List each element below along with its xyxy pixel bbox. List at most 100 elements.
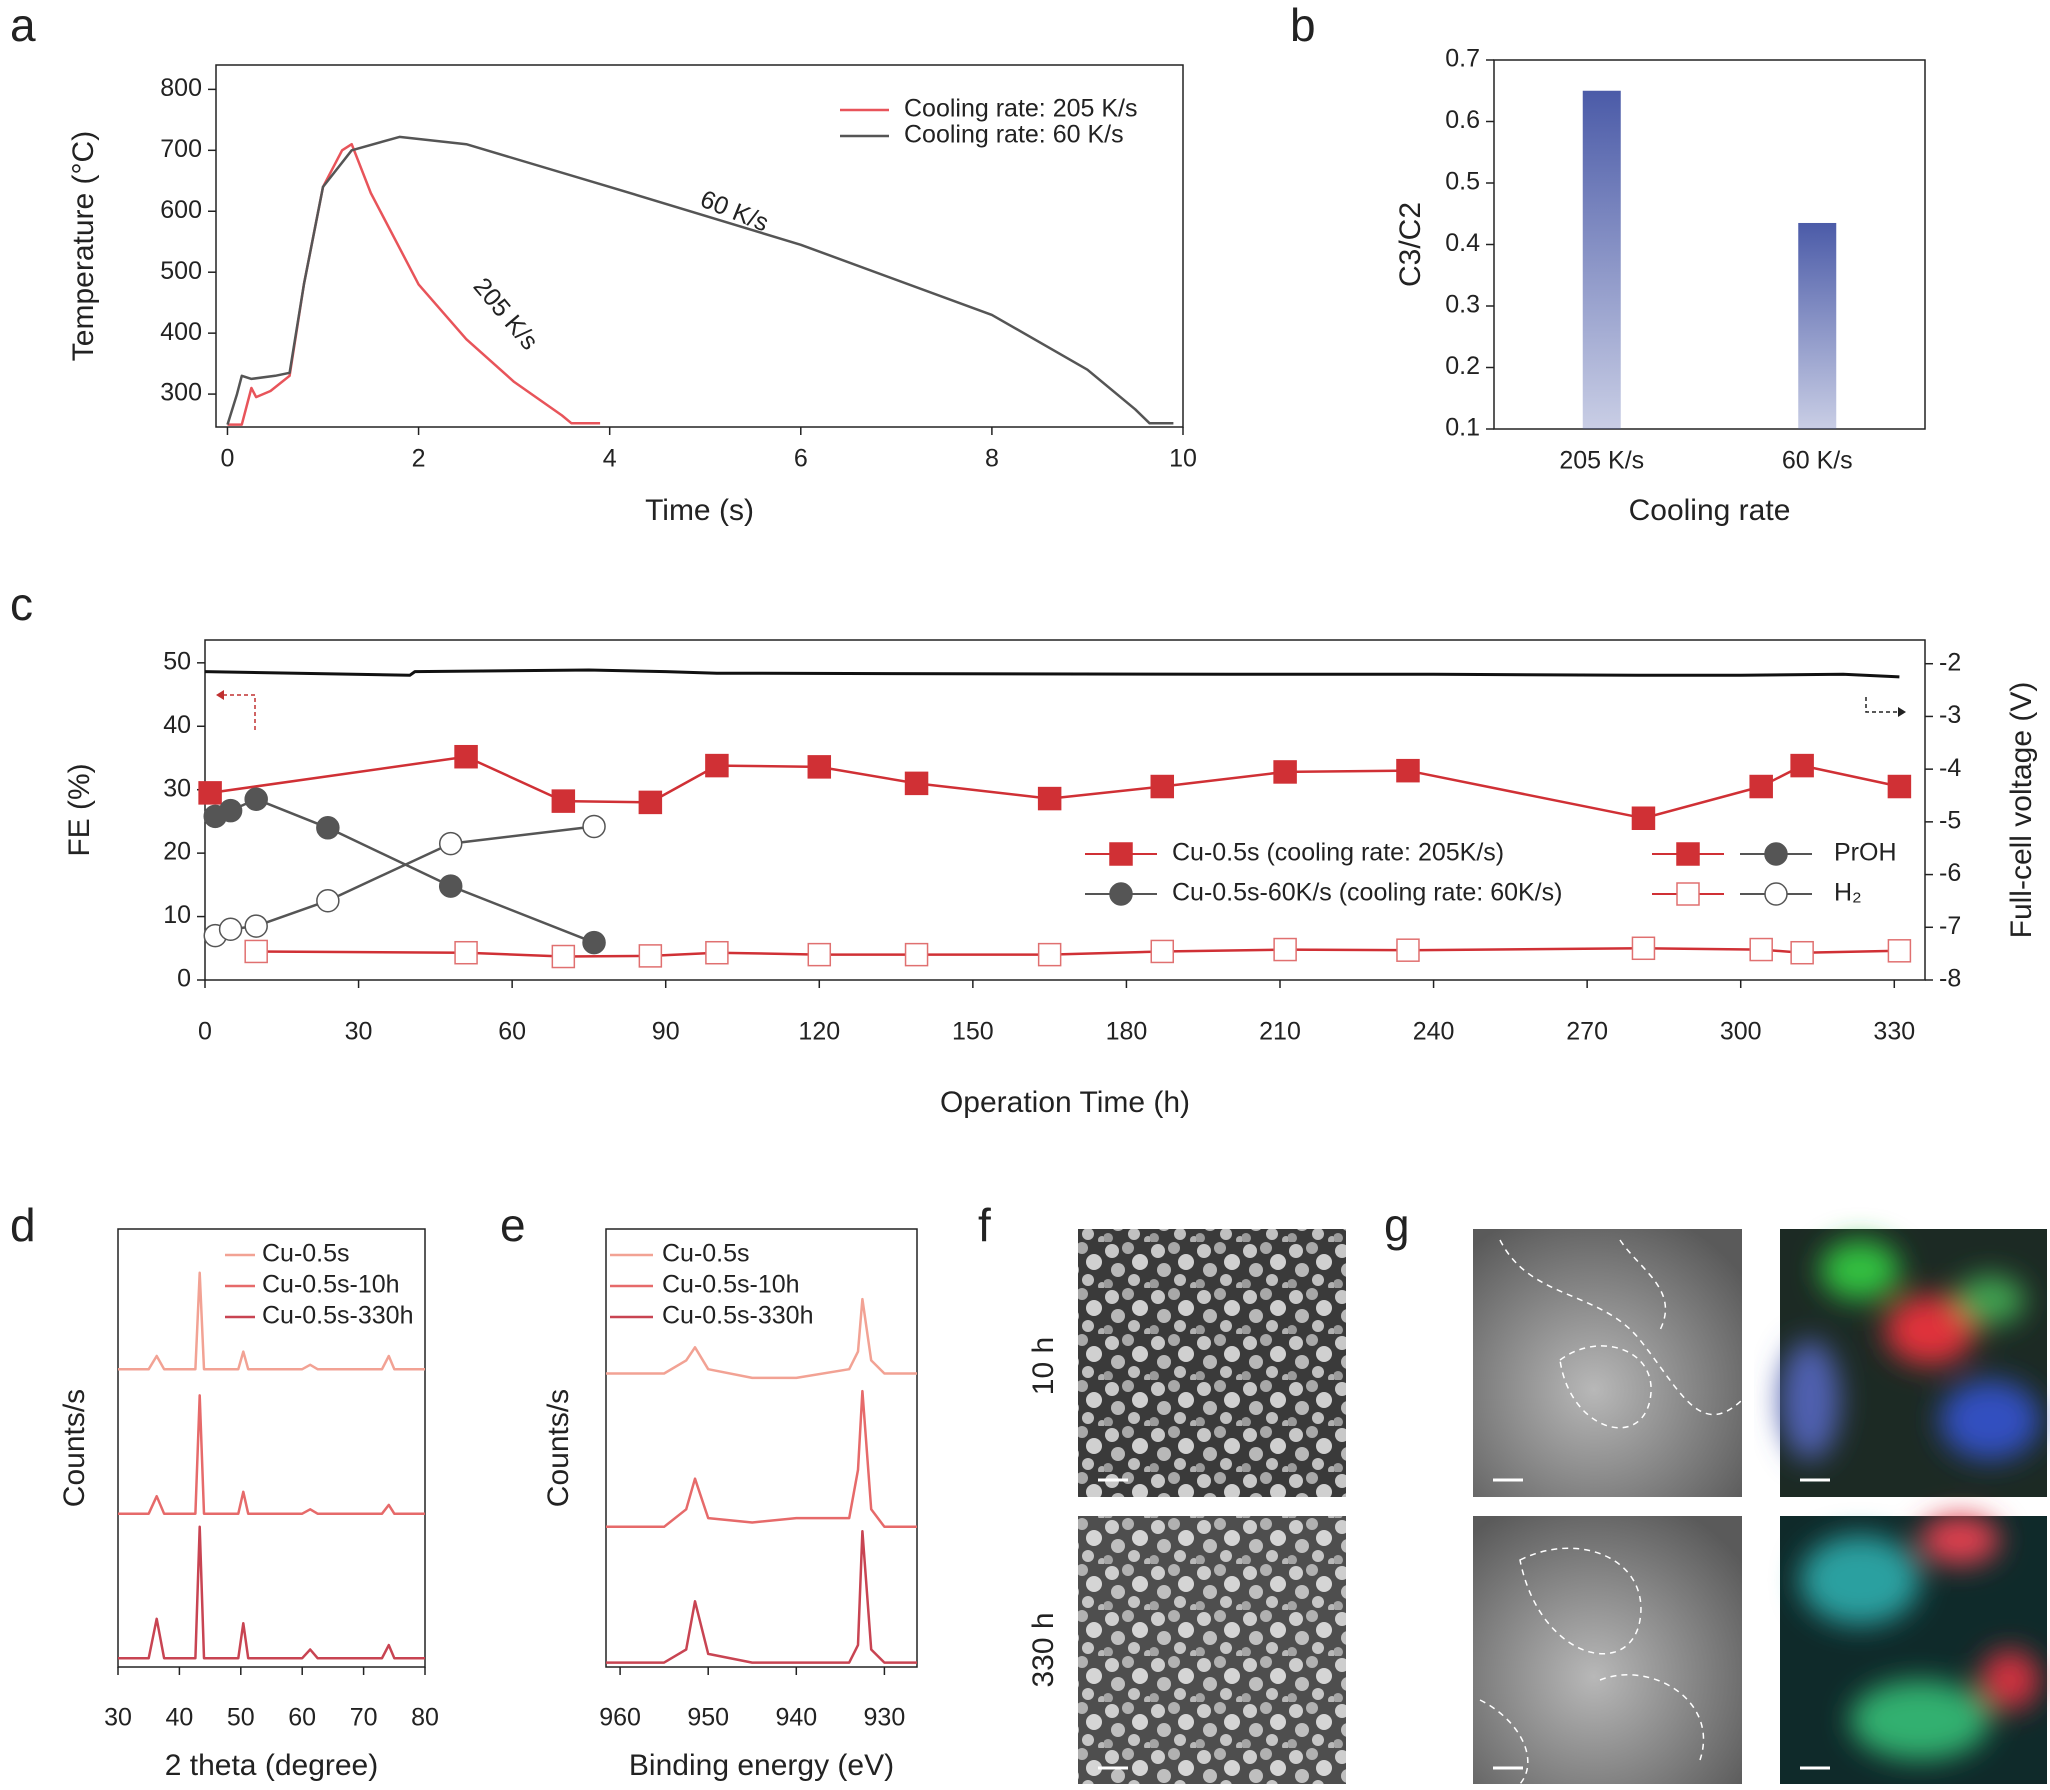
x-tick-label: 0 — [198, 1018, 212, 1046]
y-tick-label: 400 — [160, 318, 202, 346]
y-tick-label: 10 — [163, 901, 191, 929]
x-tick-label: 90 — [652, 1018, 680, 1046]
y-tick-label: 0.6 — [1445, 106, 1480, 134]
marker — [316, 816, 340, 840]
x-tick-label: 50 — [227, 1704, 255, 1732]
marker — [1790, 753, 1814, 778]
marker — [1764, 882, 1788, 906]
y-tick-label: 0.4 — [1445, 229, 1480, 257]
x-tick-label: 960 — [599, 1704, 641, 1732]
series-line — [606, 1297, 917, 1380]
plot-frame — [1493, 59, 1926, 430]
x-axis-label: Binding energy (eV) — [629, 1749, 894, 1782]
legend-label: Cooling rate: 60 K/s — [904, 121, 1124, 149]
x-tick-label: 70 — [350, 1704, 378, 1732]
y-axis-label: Temperature (°C) — [67, 131, 100, 361]
plot-frame — [605, 1228, 918, 1668]
marker — [807, 755, 832, 779]
y2-tick-label: -2 — [1939, 648, 1961, 676]
marker — [438, 831, 463, 856]
y-tick-label: 20 — [163, 838, 191, 866]
y2-tick-label: -7 — [1939, 912, 1961, 940]
panel-label: b — [1290, 0, 1316, 51]
axis-arrow — [1865, 697, 1898, 713]
x-tick-label: 6 — [794, 445, 808, 473]
marker — [1037, 786, 1062, 811]
marker — [904, 942, 929, 967]
y-tick-label: 300 — [160, 379, 202, 407]
fft-domains — [1780, 1240, 2040, 1760]
marker — [904, 771, 929, 796]
y-tick-label: 0.1 — [1445, 414, 1480, 442]
x-tick-label: 180 — [1106, 1018, 1148, 1046]
x-axis-label: 2 theta (degree) — [165, 1749, 378, 1782]
y2-tick-label: -6 — [1939, 859, 1961, 887]
x-tick-label: 205 K/s — [1559, 447, 1644, 475]
y-tick-label: 800 — [160, 74, 202, 102]
marker — [1631, 936, 1656, 961]
marker — [218, 917, 243, 942]
y-axis-label: C3/C2 — [1394, 202, 1427, 287]
x-tick-label: 4 — [603, 445, 617, 473]
y2-tick-label: -5 — [1939, 806, 1961, 834]
series-line — [118, 1525, 425, 1660]
y-tick-label: 50 — [163, 647, 191, 675]
legend-label: Cu-0.5s-330h — [262, 1302, 413, 1330]
series-line — [606, 1389, 917, 1529]
panel-label: d — [10, 1199, 36, 1251]
marker — [1273, 937, 1297, 962]
legend-label: Cu-0.5s-10h — [662, 1271, 800, 1299]
legend-label: Cu-0.5s — [662, 1240, 750, 1268]
marker — [1887, 774, 1912, 799]
annotation: 60 K/s — [696, 185, 772, 238]
x-tick-label: 30 — [104, 1704, 132, 1732]
y-tick-label: 0.2 — [1445, 352, 1480, 380]
y2-tick-label: -4 — [1939, 754, 1961, 782]
x-tick-label: 2 — [412, 445, 426, 473]
annotation: 205 K/s — [468, 272, 544, 355]
x-tick-label: 8 — [985, 445, 999, 473]
marker — [244, 914, 268, 938]
series-line — [118, 1271, 425, 1371]
x-tick-label: 240 — [1413, 1018, 1455, 1046]
marker — [438, 874, 463, 898]
y-axis-label: Counts/s — [542, 1389, 575, 1507]
legend-label: PrOH — [1834, 839, 1897, 867]
tem-image — [1473, 1516, 1742, 1784]
marker — [1150, 774, 1175, 799]
marker — [1676, 842, 1700, 866]
marker — [582, 814, 606, 839]
x-tick-label: 150 — [952, 1018, 994, 1046]
x-tick-label: 270 — [1566, 1018, 1608, 1046]
y-tick-label: 500 — [160, 257, 202, 285]
marker — [1887, 939, 1912, 963]
marker — [807, 942, 832, 967]
sem-image — [1078, 1229, 1346, 1497]
marker — [198, 781, 222, 805]
y2-axis-label: Full-cell voltage (V) — [2005, 682, 2038, 939]
legend-label: Cu-0.5s-60K/s (cooling rate: 60K/s) — [1172, 879, 1562, 907]
x-tick-label: 10 — [1169, 445, 1197, 473]
series-line — [118, 1394, 425, 1515]
marker — [638, 944, 663, 968]
marker — [638, 790, 663, 815]
marker — [454, 940, 478, 965]
y2-tick-label: -3 — [1939, 701, 1961, 729]
plot-frame — [215, 64, 1184, 428]
marker — [705, 940, 729, 965]
marker — [1109, 882, 1133, 906]
x-tick-label: 930 — [864, 1704, 906, 1732]
marker — [218, 798, 243, 823]
marker — [244, 787, 268, 811]
series-line — [606, 1529, 917, 1664]
bar — [1798, 222, 1837, 429]
y-axis-label: Counts/s — [58, 1389, 91, 1507]
marker — [1749, 937, 1773, 962]
y-axis-label: FE (%) — [63, 763, 96, 856]
marker — [1273, 760, 1297, 784]
marker — [1749, 774, 1773, 799]
legend-label: Cu-0.5s (cooling rate: 205K/s) — [1172, 839, 1504, 867]
marker — [1790, 940, 1814, 965]
marker — [1150, 939, 1175, 964]
